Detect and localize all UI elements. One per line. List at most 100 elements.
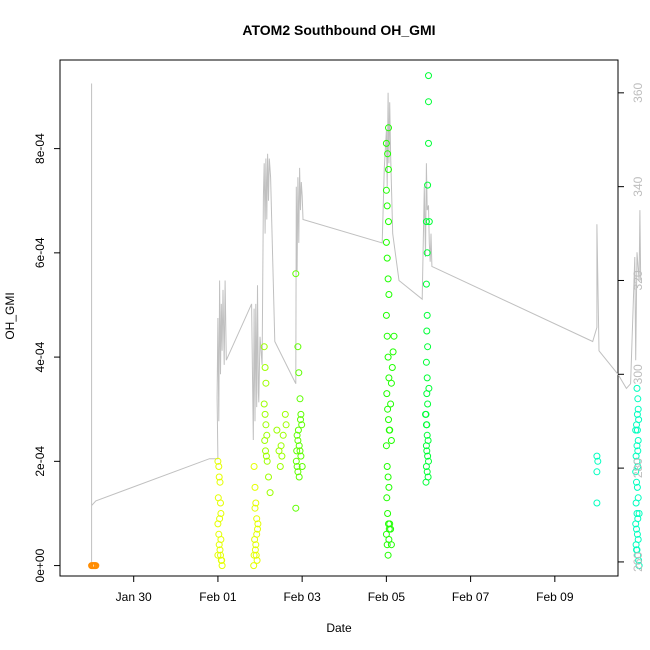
data-point-series-5 [382, 186, 390, 194]
data-point-series-2 [250, 551, 258, 559]
data-point-series-3 [263, 457, 271, 465]
data-point-series-3 [265, 473, 272, 481]
data-point-series-7 [633, 483, 641, 491]
data-point-series-2 [254, 525, 261, 533]
data-point-series-2 [251, 504, 259, 512]
data-point-series-5 [386, 426, 394, 434]
data-point-series-3 [282, 421, 290, 429]
data-point-series-5 [383, 332, 391, 340]
data-point-series-5 [384, 150, 392, 158]
data-point-series-4 [296, 395, 304, 403]
data-point-series-7 [635, 510, 643, 517]
data-point-series-6 [424, 181, 432, 189]
data-point-series-1 [92, 562, 100, 570]
data-point-series-5 [382, 311, 390, 319]
data-point-series-6 [422, 218, 430, 226]
data-point-series-4 [293, 431, 301, 439]
data-point-series-5 [388, 364, 396, 371]
y-axis-right: 260 280 300 320 340 360 [618, 82, 645, 572]
data-point-series-4 [293, 447, 301, 455]
data-point-series-2 [253, 530, 261, 538]
data-point-series-4 [297, 416, 304, 424]
data-point-series-6 [425, 384, 433, 392]
data-point-series-7 [633, 525, 640, 533]
data-point-series-2 [214, 457, 222, 465]
data-point-series-5 [385, 416, 392, 424]
data-point-series-2 [216, 478, 224, 486]
data-point-series-6 [422, 463, 430, 470]
data-point-series-2 [253, 556, 261, 564]
y-axis-label: OH_GMI [3, 292, 17, 339]
data-point-series-7 [593, 468, 601, 476]
y-axis-left: 0e+00 2e-04 4e-04 6e-04 8e-04 [33, 133, 60, 582]
secondary-series-line [91, 83, 642, 562]
data-point-series-2 [250, 562, 258, 570]
data-point-series-5 [384, 510, 392, 517]
data-point-series-2 [217, 551, 224, 559]
data-point-series-3 [262, 379, 270, 387]
data-point-series-5 [387, 525, 395, 533]
data-point-series-5 [384, 353, 392, 361]
data-point-series-3 [261, 437, 269, 444]
data-point-series-5 [382, 238, 390, 246]
data-point-series-6 [424, 343, 432, 351]
data-point-series-5 [383, 494, 391, 502]
data-point-series-6 [423, 327, 431, 335]
data-point-series-3 [276, 463, 284, 470]
secondary-line-group [91, 83, 642, 562]
data-point-series-7 [634, 405, 642, 413]
data-point-series-4 [294, 343, 302, 351]
y2-tick-label: 260 [631, 552, 645, 572]
data-point-series-2 [216, 515, 224, 523]
data-point-series-5 [385, 124, 392, 132]
data-point-series-5 [382, 442, 390, 450]
data-point-series-5 [385, 483, 393, 491]
data-point-series-4 [294, 426, 302, 434]
data-point-series-6 [423, 447, 431, 455]
data-point-series-5 [386, 520, 394, 528]
data-point-series-7 [633, 546, 640, 554]
y-tick-label: 0e+00 [33, 548, 47, 582]
data-point-series-7 [633, 530, 641, 538]
data-point-series-5 [390, 332, 398, 340]
x-axis: Jan 30 Feb 01 Feb 03 Feb 05 Feb 07 Feb 09 [116, 576, 574, 604]
data-point-series-4 [294, 437, 302, 444]
data-point-series-4 [296, 447, 304, 455]
x-tick-label: Jan 30 [116, 590, 152, 604]
data-point-series-2 [218, 556, 226, 564]
x-tick-label: Feb 03 [283, 590, 321, 604]
data-point-series-6 [423, 249, 431, 257]
y2-tick-label: 320 [631, 270, 645, 290]
data-point-series-4 [295, 473, 303, 481]
data-point-series-6 [424, 452, 432, 460]
data-point-series-7 [632, 541, 640, 549]
y2-tick-label: 300 [631, 364, 645, 384]
x-tick-label: Feb 01 [199, 590, 237, 604]
x-tick-label: Feb 07 [452, 590, 490, 604]
data-point-series-5 [387, 379, 395, 387]
data-point-series-4 [298, 421, 306, 429]
data-point-series-3 [260, 343, 268, 351]
data-point-series-6 [425, 98, 432, 106]
y2-tick-label: 340 [631, 176, 645, 196]
data-point-series-3 [261, 410, 269, 418]
plot-frame [59, 59, 619, 577]
y2-tick-label: 360 [631, 82, 645, 102]
data-point-series-7 [634, 395, 642, 403]
data-point-series-2 [252, 551, 260, 559]
chart-title: ATOM2 Southbound OH_GMI [242, 22, 435, 38]
data-point-series-7 [634, 437, 642, 444]
data-point-series-4 [292, 270, 300, 278]
data-point-series-2 [217, 536, 225, 543]
x-axis-label: Date [326, 621, 352, 635]
data-point-series-3 [260, 400, 268, 408]
data-point-series-6 [422, 478, 430, 486]
data-point-series-4 [294, 468, 302, 476]
data-point-series-2 [215, 473, 223, 481]
data-point-series-3 [281, 410, 289, 418]
data-point-series-4 [292, 504, 300, 512]
y-tick-label: 6e-04 [33, 237, 47, 268]
data-point-series-5 [383, 254, 391, 262]
data-point-series-3 [278, 452, 286, 460]
